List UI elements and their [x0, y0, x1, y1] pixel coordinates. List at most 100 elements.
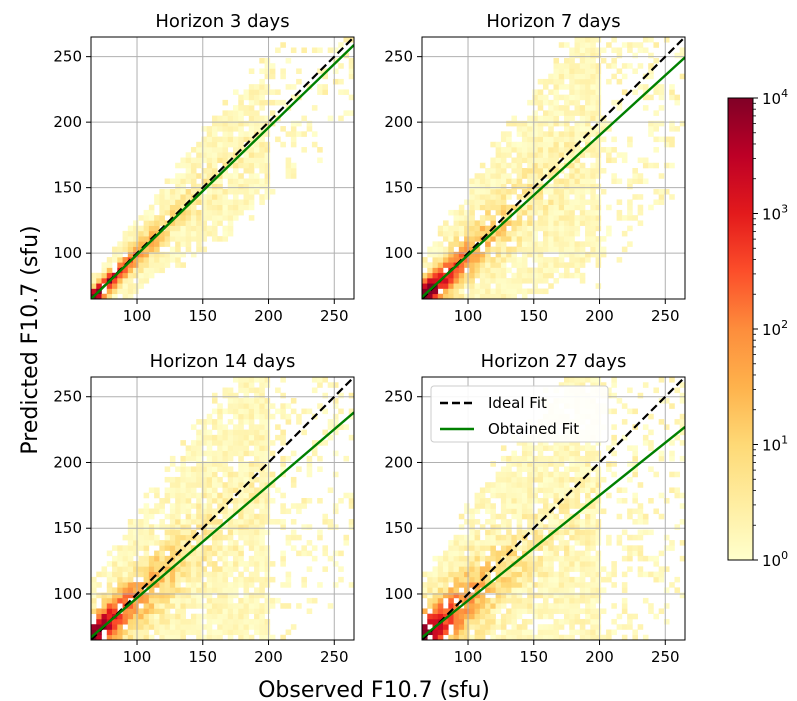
heatmap-cell: [521, 152, 528, 158]
heatmap-cell: [169, 178, 176, 185]
heatmap-cell: [201, 545, 208, 551]
heatmap-cell: [437, 566, 444, 572]
heatmap-cell: [254, 608, 260, 614]
heatmap-cell: [143, 257, 150, 263]
heatmap-cell: [437, 262, 444, 268]
heatmap-cell: [264, 461, 271, 467]
heatmap-cell: [642, 84, 649, 90]
heatmap-cell: [117, 288, 123, 295]
heatmap-cell: [443, 288, 449, 295]
heatmap-cell: [558, 603, 565, 609]
heatmap-cell: [590, 597, 596, 604]
heatmap-cell: [485, 272, 491, 279]
heatmap-cell: [642, 424, 649, 430]
heatmap-cell: [458, 209, 465, 216]
heatmap-cell: [595, 68, 602, 74]
heatmap-cell: [248, 471, 255, 478]
heatmap-cell: [201, 482, 208, 488]
heatmap-cell: [569, 377, 575, 383]
heatmap-cell: [206, 576, 213, 583]
heatmap-cell: [254, 398, 260, 404]
heatmap-cell: [285, 582, 292, 588]
heatmap-cell: [248, 387, 255, 394]
heatmap-cell: [506, 188, 512, 195]
heatmap-cell: [306, 550, 313, 557]
heatmap-cell: [548, 561, 554, 567]
heatmap-cell: [532, 283, 539, 289]
heatmap-cell: [264, 555, 271, 562]
heatmap-cell: [542, 131, 549, 137]
heatmap-cell: [233, 126, 239, 132]
heatmap-cell: [112, 251, 118, 258]
heatmap-cell: [474, 272, 481, 279]
heatmap-cell: [516, 126, 523, 132]
heatmap-cell: [238, 183, 244, 190]
heatmap-cell: [511, 455, 517, 462]
heatmap-cell: [479, 257, 486, 263]
heatmap-cell: [469, 624, 475, 630]
heatmap-cell: [590, 555, 596, 562]
heatmap-cell: [521, 503, 528, 509]
heatmap-cell: [553, 529, 560, 536]
heatmap-cell: [206, 587, 213, 593]
heatmap-cell: [211, 204, 218, 211]
heatmap-cell: [616, 398, 623, 404]
heatmap-cell: [112, 555, 118, 562]
heatmap-cell: [495, 204, 502, 211]
heatmap-cell: [143, 634, 150, 640]
heatmap-cell: [238, 476, 244, 483]
heatmap-cell: [521, 120, 528, 127]
heatmap-cell: [574, 99, 581, 106]
heatmap-cell: [506, 220, 512, 226]
heatmap-cell: [558, 519, 565, 525]
heatmap-cell: [233, 408, 239, 415]
heatmap-cell: [606, 392, 612, 399]
heatmap-cell: [458, 545, 465, 551]
heatmap-cell: [558, 162, 565, 169]
heatmap-cell: [185, 582, 192, 588]
heatmap-cell: [243, 377, 250, 383]
heatmap-cell: [579, 272, 586, 279]
heatmap-cell: [479, 492, 486, 499]
heatmap-cell: [138, 524, 144, 530]
heatmap-cell: [469, 508, 475, 515]
heatmap-cell: [254, 377, 260, 383]
heatmap-cell: [248, 99, 255, 106]
heatmap-cell: [590, 68, 596, 74]
heatmap-cell: [211, 608, 218, 614]
heatmap-cell: [590, 529, 596, 536]
heatmap-cell: [217, 194, 223, 200]
heatmap-cell: [542, 592, 549, 599]
heatmap-cell: [527, 251, 533, 258]
heatmap-cell: [238, 529, 244, 536]
heatmap-cell: [164, 476, 171, 483]
heatmap-cell: [574, 492, 581, 499]
heatmap-cell: [422, 608, 428, 614]
heatmap-cell: [574, 450, 581, 457]
heatmap-cell: [106, 561, 113, 567]
heatmap-cell: [185, 157, 192, 164]
heatmap-cell: [238, 178, 244, 185]
heatmap-cell: [548, 204, 554, 211]
heatmap-cell: [521, 634, 528, 640]
obtained-fit-line: [91, 44, 354, 299]
heatmap-cell: [537, 571, 544, 578]
fit-lines: [91, 377, 354, 640]
heatmap-cell: [532, 529, 539, 536]
heatmap-cell: [101, 262, 108, 268]
heatmap-cell: [521, 188, 528, 195]
heatmap-cell: [516, 262, 523, 268]
heatmap-cell: [327, 47, 334, 54]
heatmap-cell: [585, 52, 591, 59]
heatmap-cell: [474, 503, 481, 509]
heatmap-cell: [106, 262, 113, 268]
heatmap-cell: [574, 63, 581, 69]
heatmap-cell: [264, 115, 271, 122]
heatmap-cell: [448, 241, 454, 247]
heatmap-cell: [201, 492, 208, 499]
heatmap-cell: [469, 545, 475, 551]
heatmap-cell: [527, 173, 533, 179]
heatmap-cell: [217, 597, 223, 604]
heatmap-cell: [564, 455, 570, 462]
heatmap-cell: [437, 613, 444, 620]
